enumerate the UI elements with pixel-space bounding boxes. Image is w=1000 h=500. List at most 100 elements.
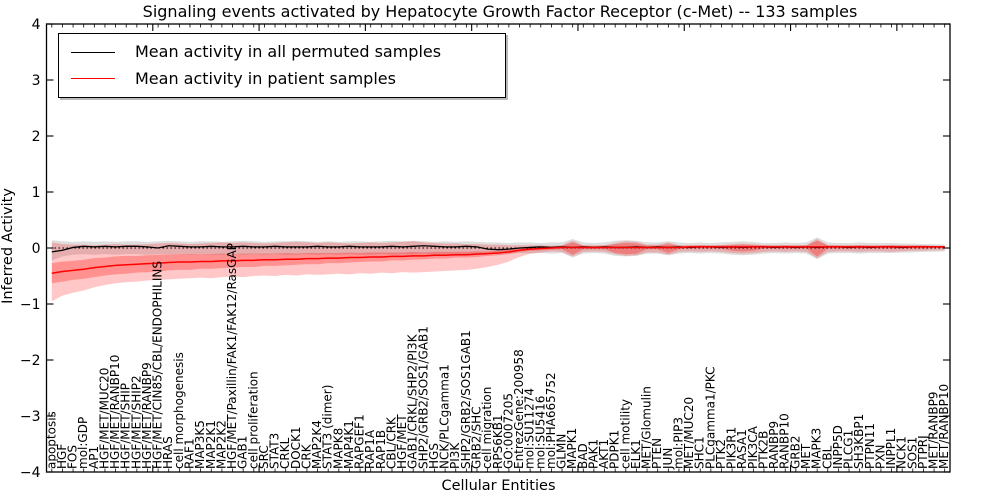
- x-tick-label: DOCK1: [289, 426, 303, 469]
- legend-item-patient: Mean activity in patient samples: [59, 68, 505, 88]
- x-tick-label: PTK2B: [756, 431, 770, 469]
- x-tick-label: JUN: [661, 448, 675, 470]
- x-tick-label: STAT3: [268, 433, 282, 469]
- x-tick-label: apoptosis: [44, 411, 58, 469]
- x-tick-label: PIK3CA: [746, 425, 760, 469]
- x-tick-label: INPP5D: [831, 425, 845, 469]
- x-tick-label: SHP2/GRB2/SOS1GAB1: [459, 330, 473, 469]
- y-tick-label: −4: [20, 465, 41, 481]
- x-tick-label: MAP4K1: [342, 420, 356, 469]
- x-tick-label: MAP3K5: [193, 420, 207, 469]
- x-tick-label: PTPRJ: [916, 435, 930, 469]
- x-tick-label: HGF: [55, 444, 69, 469]
- legend-item-permuted: Mean activity in all permuted samples: [59, 44, 505, 60]
- band-permuted-range: [51, 237, 945, 261]
- x-tick-label: RANBP10: [778, 413, 792, 469]
- x-tick-label: MAP2K1: [204, 420, 218, 469]
- x-tick-label: PAK1: [586, 439, 600, 469]
- x-axis-title: Cellular Entities: [441, 478, 556, 494]
- x-tick-label: GO:0007205: [501, 393, 515, 469]
- x-tick-label: SRC: [257, 445, 271, 469]
- x-tick-label: PLCgamma1/PKC: [703, 366, 717, 469]
- x-tick-label: RAPGEF1: [353, 414, 367, 469]
- red-line-swatch-icon: [71, 78, 115, 80]
- legend: Mean activity in all permuted samples Me…: [58, 33, 506, 98]
- x-tick-label: RAP1B: [374, 430, 388, 469]
- x-tick-label: RASA1: [735, 429, 749, 469]
- y-tick-label: −2: [20, 353, 41, 369]
- x-tick-label: HGS: [427, 443, 441, 469]
- x-tick-label: MET/RANBP9: [927, 392, 941, 469]
- x-tick-label: CBL: [820, 445, 834, 469]
- x-tick-label: MET: [799, 443, 813, 469]
- y-tick-label: −1: [20, 297, 41, 313]
- patient-mean-line: [51, 246, 945, 274]
- x-tick-label: RPS6KB1: [491, 414, 505, 469]
- x-tick-label: SOS1: [905, 437, 919, 469]
- x-tick-label: PDPK1: [608, 430, 622, 469]
- x-tick-label: GRB2/SHC: [469, 406, 483, 469]
- x-tick-label: GLMN: [555, 434, 569, 469]
- band-patient-range-inner: [51, 240, 945, 284]
- x-tick-label: MAPK3: [810, 428, 824, 469]
- x-tick-label: MET/RANBP10: [937, 384, 951, 469]
- x-tick-label: mol:SU5416: [533, 396, 547, 469]
- band-patient-range-outer: [51, 239, 945, 302]
- x-tick-label: HGF/MET/SHIP2: [129, 375, 143, 469]
- x-tick-label: PIK3R1: [725, 427, 739, 469]
- x-tick-label: EntrezGene:200958: [512, 349, 526, 469]
- x-tick-label: ELK1: [629, 439, 643, 469]
- x-tick-label: MET/MUC20: [682, 397, 696, 469]
- x-tick-label: RANBP9: [767, 421, 781, 469]
- x-tick-label: PXN: [873, 445, 887, 469]
- x-tick-label: CRKL: [278, 437, 292, 469]
- x-tick-label: HGF/MET/Paxillin/FAK1/FAK12/RasGAP: [225, 243, 239, 469]
- x-tick-label: MET/Glomulin: [640, 386, 654, 469]
- x-tick-label: HGF/MET: [395, 414, 409, 469]
- x-tick-label: CBL/CRK: [384, 416, 398, 469]
- x-tick-label: cell migration: [480, 387, 494, 469]
- x-tick-label: CRK: [299, 443, 313, 469]
- x-tick-label: GRB2: [788, 435, 802, 469]
- x-tick-label: SHC1: [693, 436, 707, 469]
- x-tick-label: MAPK1: [565, 428, 579, 469]
- x-tick-label: RAP1A: [363, 429, 377, 469]
- legend-label-patient: Mean activity in patient samples: [135, 68, 396, 88]
- x-tick-label: mol:GDP: [76, 417, 90, 469]
- y-tick-label: 4: [32, 17, 41, 33]
- x-tick-label: cell morphogenesis: [172, 352, 186, 469]
- x-tick-label: GAB1: [236, 436, 250, 469]
- y-tick-label: −3: [20, 409, 41, 425]
- x-tick-label: SHP2/GRB2/SOS1/GAB1: [416, 326, 430, 469]
- x-tick-label: STAT3 (dimer): [321, 385, 335, 469]
- x-tick-label: HGF/MET/CIN85/CBL/ENDOPHILINS: [151, 261, 165, 469]
- x-tick-label: MAP2K2: [214, 420, 228, 469]
- black-line-swatch-icon: [71, 51, 115, 53]
- x-tick-label: HRAS: [161, 436, 175, 469]
- x-tick-label: HGF/MET/MUC20: [97, 368, 111, 469]
- y-tick-label: 0: [32, 241, 41, 257]
- x-tick-label: SH3KBP1: [852, 414, 866, 469]
- x-tick-label: INPPL1: [884, 428, 898, 469]
- x-tick-label: mol:PHA665752: [544, 372, 558, 469]
- x-tick-label: RAF1: [182, 438, 196, 469]
- x-tick-label: PTEN: [650, 438, 664, 469]
- y-tick-label: 3: [32, 73, 41, 89]
- x-tick-label: HGF/MET/RANBP9: [140, 362, 154, 469]
- x-tick-label: cell proliferation: [246, 371, 260, 469]
- legend-label-permuted: Mean activity in all permuted samples: [135, 42, 442, 62]
- x-tick-label: HGF/MET/SHIP: [119, 383, 133, 469]
- x-tick-label: cell motility: [618, 399, 632, 469]
- x-tick-label: AKT1: [597, 439, 611, 469]
- x-tick-label: PI3K: [448, 442, 462, 469]
- x-tick-label: MAPK8: [331, 428, 345, 469]
- x-tick-label: MAP2K4: [310, 420, 324, 469]
- x-tick-label: PLCG1: [842, 430, 856, 469]
- chart-title: Signaling events activated by Hepatocyte…: [142, 2, 858, 21]
- x-tick-label: FOS: [66, 445, 80, 469]
- x-tick-label: NCK/PLCgamma1: [438, 364, 452, 469]
- x-tick-label: mol:SU11274: [523, 388, 537, 469]
- x-tick-label: GAB1/CRKL/SHP2/PI3K: [406, 333, 420, 469]
